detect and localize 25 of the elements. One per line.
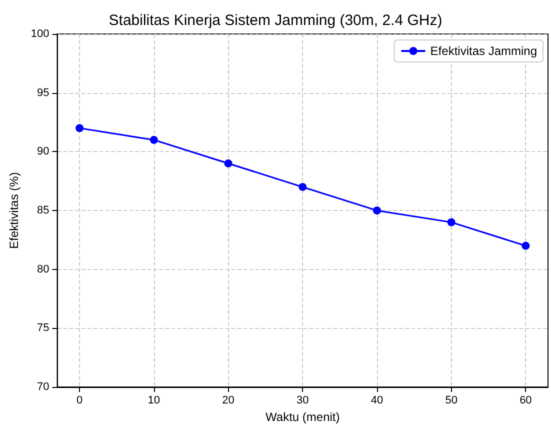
point <box>150 136 158 144</box>
y-tick-label: 80 <box>37 263 50 276</box>
x-tick-label: 50 <box>445 394 458 406</box>
y-tick-label: 100 <box>30 28 50 40</box>
point <box>372 206 381 214</box>
point <box>522 242 530 250</box>
chart-title: Stabilitas Kinerja Sistem Jamming (30m, 2.4 GHz) <box>108 12 442 29</box>
x-tick-label: 30 <box>296 394 309 406</box>
y-tick-label: 95 <box>37 86 50 99</box>
y-tick-label: 75 <box>37 322 50 334</box>
point <box>447 218 456 226</box>
point <box>76 124 84 132</box>
x-tick-label: 60 <box>520 394 532 406</box>
x-axis-title: Waktu (menit) <box>266 410 340 424</box>
x-tick-label: 20 <box>222 394 234 406</box>
x-tick-label: 40 <box>370 394 384 406</box>
point <box>224 159 232 168</box>
legend-label: Efektivitas Jamming <box>430 44 538 58</box>
y-axis-title: Efektivitas (%) <box>7 172 21 249</box>
y-tick-label: 85 <box>37 204 50 216</box>
y-tick-label: 70 <box>37 381 50 393</box>
point <box>298 182 307 191</box>
x-tick-label: 0 <box>76 394 83 406</box>
y-tick-label: 90 <box>37 146 50 158</box>
x-tick-label: 10 <box>148 394 160 406</box>
